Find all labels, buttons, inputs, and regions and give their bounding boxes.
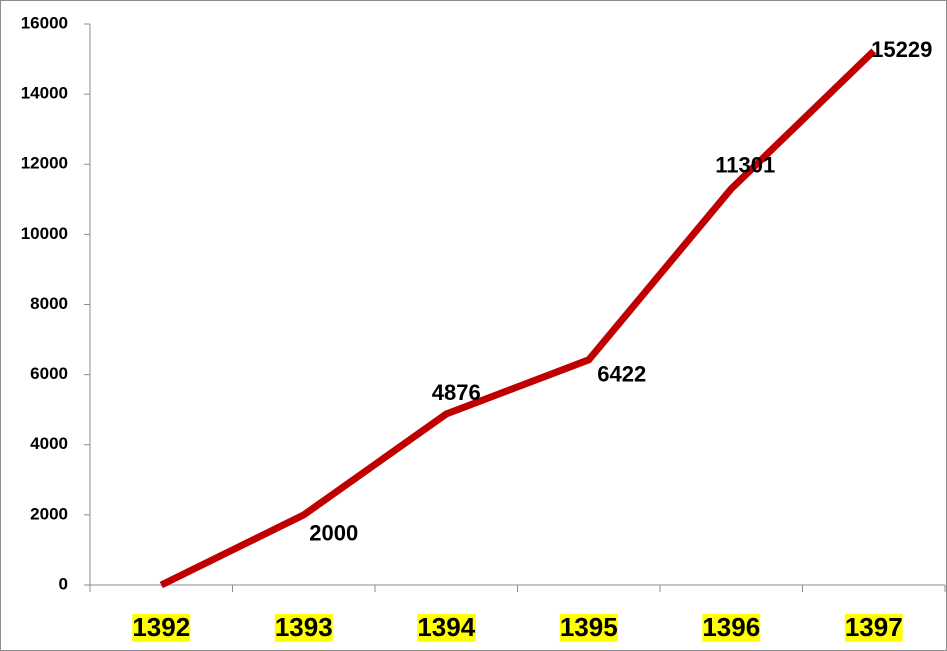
data-label: 11301 xyxy=(715,153,775,178)
y-tick-label: 4000 xyxy=(30,434,68,453)
y-tick-label: 12000 xyxy=(21,154,68,173)
category-highlight xyxy=(132,613,191,642)
y-tick-label: 8000 xyxy=(30,294,68,313)
y-tick-label: 6000 xyxy=(30,364,68,383)
x-tick-label: 1397 xyxy=(845,612,903,642)
x-tick-label: 1394 xyxy=(417,612,475,642)
x-tick-label: 1392 xyxy=(132,612,190,642)
x-tick-label: 1396 xyxy=(702,612,760,642)
data-label: 4876 xyxy=(432,380,481,405)
y-tick-label: 16000 xyxy=(21,13,68,32)
category-highlight xyxy=(702,613,761,642)
line xyxy=(159,48,877,589)
category-highlight xyxy=(274,613,333,642)
data-label: 15229 xyxy=(871,37,932,62)
y-tick-label: 10000 xyxy=(21,224,68,243)
category-highlight xyxy=(559,613,618,642)
y-tick-label: 2000 xyxy=(30,504,68,523)
x-tick-label: 1395 xyxy=(560,612,618,642)
data-label: 6422 xyxy=(597,362,646,387)
category-highlight xyxy=(844,613,903,642)
data-label: 2000 xyxy=(309,521,358,546)
x-tick-label: 1393 xyxy=(275,612,333,642)
y-tick-label: 14000 xyxy=(21,84,68,103)
category-highlight xyxy=(417,613,476,642)
y-tick-label: 0 xyxy=(59,574,68,593)
